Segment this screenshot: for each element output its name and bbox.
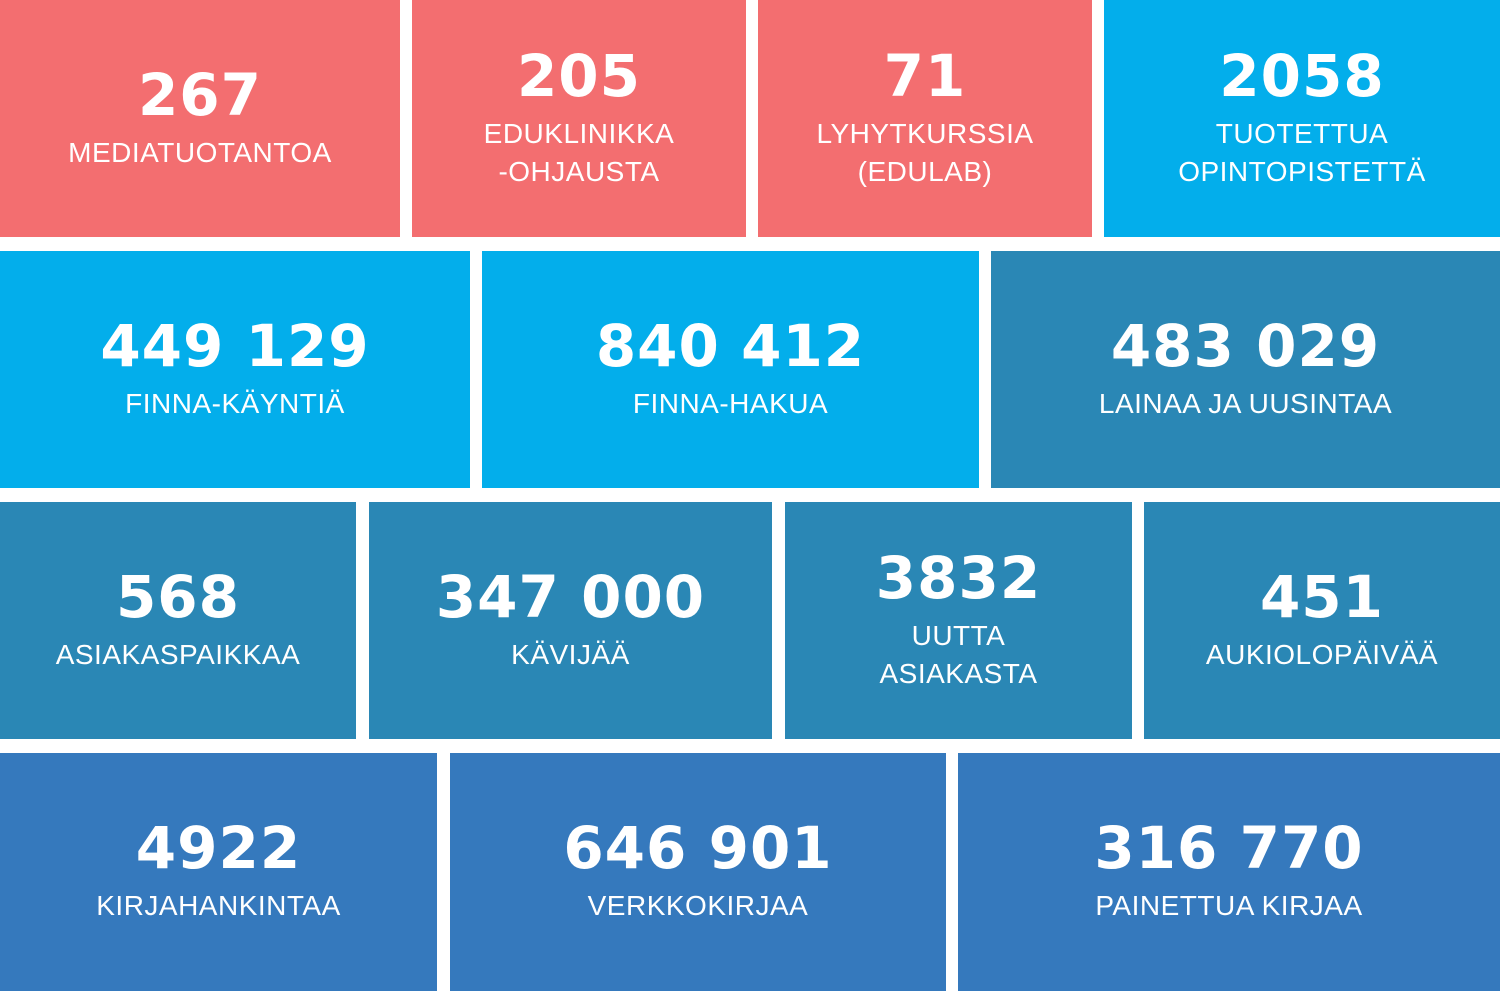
stat-value: 483 029: [1110, 311, 1381, 380]
stat-tile-finna-haut: 840 412 FINNA-HAKUA: [482, 251, 979, 488]
stat-tile-finna-kaynnit: 449 129 FINNA-KÄYNTIÄ: [0, 251, 470, 488]
stat-value: 449 129: [100, 311, 370, 380]
stat-tile-verkkokirjat: 646 901 VERKKOKIRJAA: [450, 753, 946, 991]
stat-tile-uudet-asiakkaat: 3832 UUTTA ASIAKASTA: [785, 502, 1132, 739]
stat-label: MEDIATUOTANTOA: [68, 136, 332, 168]
stat-label: TUOTETTUA OPINTOPISTETTÄ: [1178, 117, 1426, 187]
stat-label: LYHYTKURSSIA (EDULAB): [816, 117, 1034, 187]
stat-label: AUKIOLOPÄIVÄÄ: [1205, 638, 1439, 670]
stat-label: FINNA-HAKUA: [632, 387, 829, 419]
stat-label: KÄVIJÄÄ: [511, 638, 630, 670]
stat-tile-opintopisteet: 2058 TUOTETTUA OPINTOPISTETTÄ: [1104, 0, 1500, 237]
stat-value: 646 901: [563, 814, 833, 882]
stat-value: 205: [516, 41, 642, 110]
stat-tile-kirjahankinnat: 4922 KIRJAHANKINTAA: [0, 753, 437, 991]
stat-tile-asiakaspaikat: 568 ASIAKASPAIKKAA: [0, 502, 356, 739]
stat-label: FINNA-KÄYNTIÄ: [125, 387, 345, 419]
stat-value: 347 000: [435, 562, 706, 631]
stat-tile-aukiolopaivat: 451 AUKIOLOPÄIVÄÄ: [1144, 502, 1500, 739]
stat-value: 4922: [135, 814, 302, 882]
stat-value: 451: [1259, 562, 1385, 631]
stat-label: PAINETTUA KIRJAA: [1095, 890, 1363, 921]
stat-value: 3832: [875, 543, 1042, 612]
stat-label: EDUKLINIKKA -OHJAUSTA: [483, 117, 675, 187]
stat-tile-eduklinikka: 205 EDUKLINIKKA -OHJAUSTA: [412, 0, 746, 237]
stat-value: 71: [883, 41, 967, 110]
stat-tile-painetut-kirjat: 316 770 PAINETTUA KIRJAA: [958, 753, 1500, 991]
stat-value: 316 770: [1094, 814, 1364, 882]
stat-value: 2058: [1219, 41, 1385, 110]
stat-label: KIRJAHANKINTAA: [96, 890, 341, 921]
stat-value: 840 412: [595, 311, 866, 380]
stat-label: UUTTA ASIAKASTA: [879, 619, 1038, 689]
stat-tile-mediatuotantoa: 267 MEDIATUOTANTOA: [0, 0, 400, 237]
stat-tile-lainat: 483 029 LAINAA JA UUSINTAA: [991, 251, 1500, 488]
stat-tile-lyhytkurssia: 71 LYHYTKURSSIA (EDULAB): [758, 0, 1092, 237]
stat-value: 568: [115, 562, 241, 631]
stat-label: VERKKOKIRJAA: [587, 890, 809, 921]
stat-label: LAINAA JA UUSINTAA: [1098, 387, 1393, 419]
stat-value: 267: [137, 60, 263, 129]
stat-tile-kavijat: 347 000 KÄVIJÄÄ: [369, 502, 772, 739]
stat-label: ASIAKASPAIKKAA: [55, 638, 301, 670]
